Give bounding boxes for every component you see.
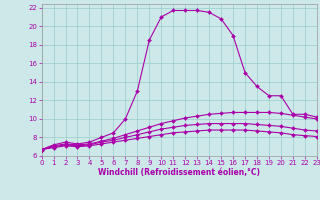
X-axis label: Windchill (Refroidissement éolien,°C): Windchill (Refroidissement éolien,°C) (98, 168, 260, 177)
